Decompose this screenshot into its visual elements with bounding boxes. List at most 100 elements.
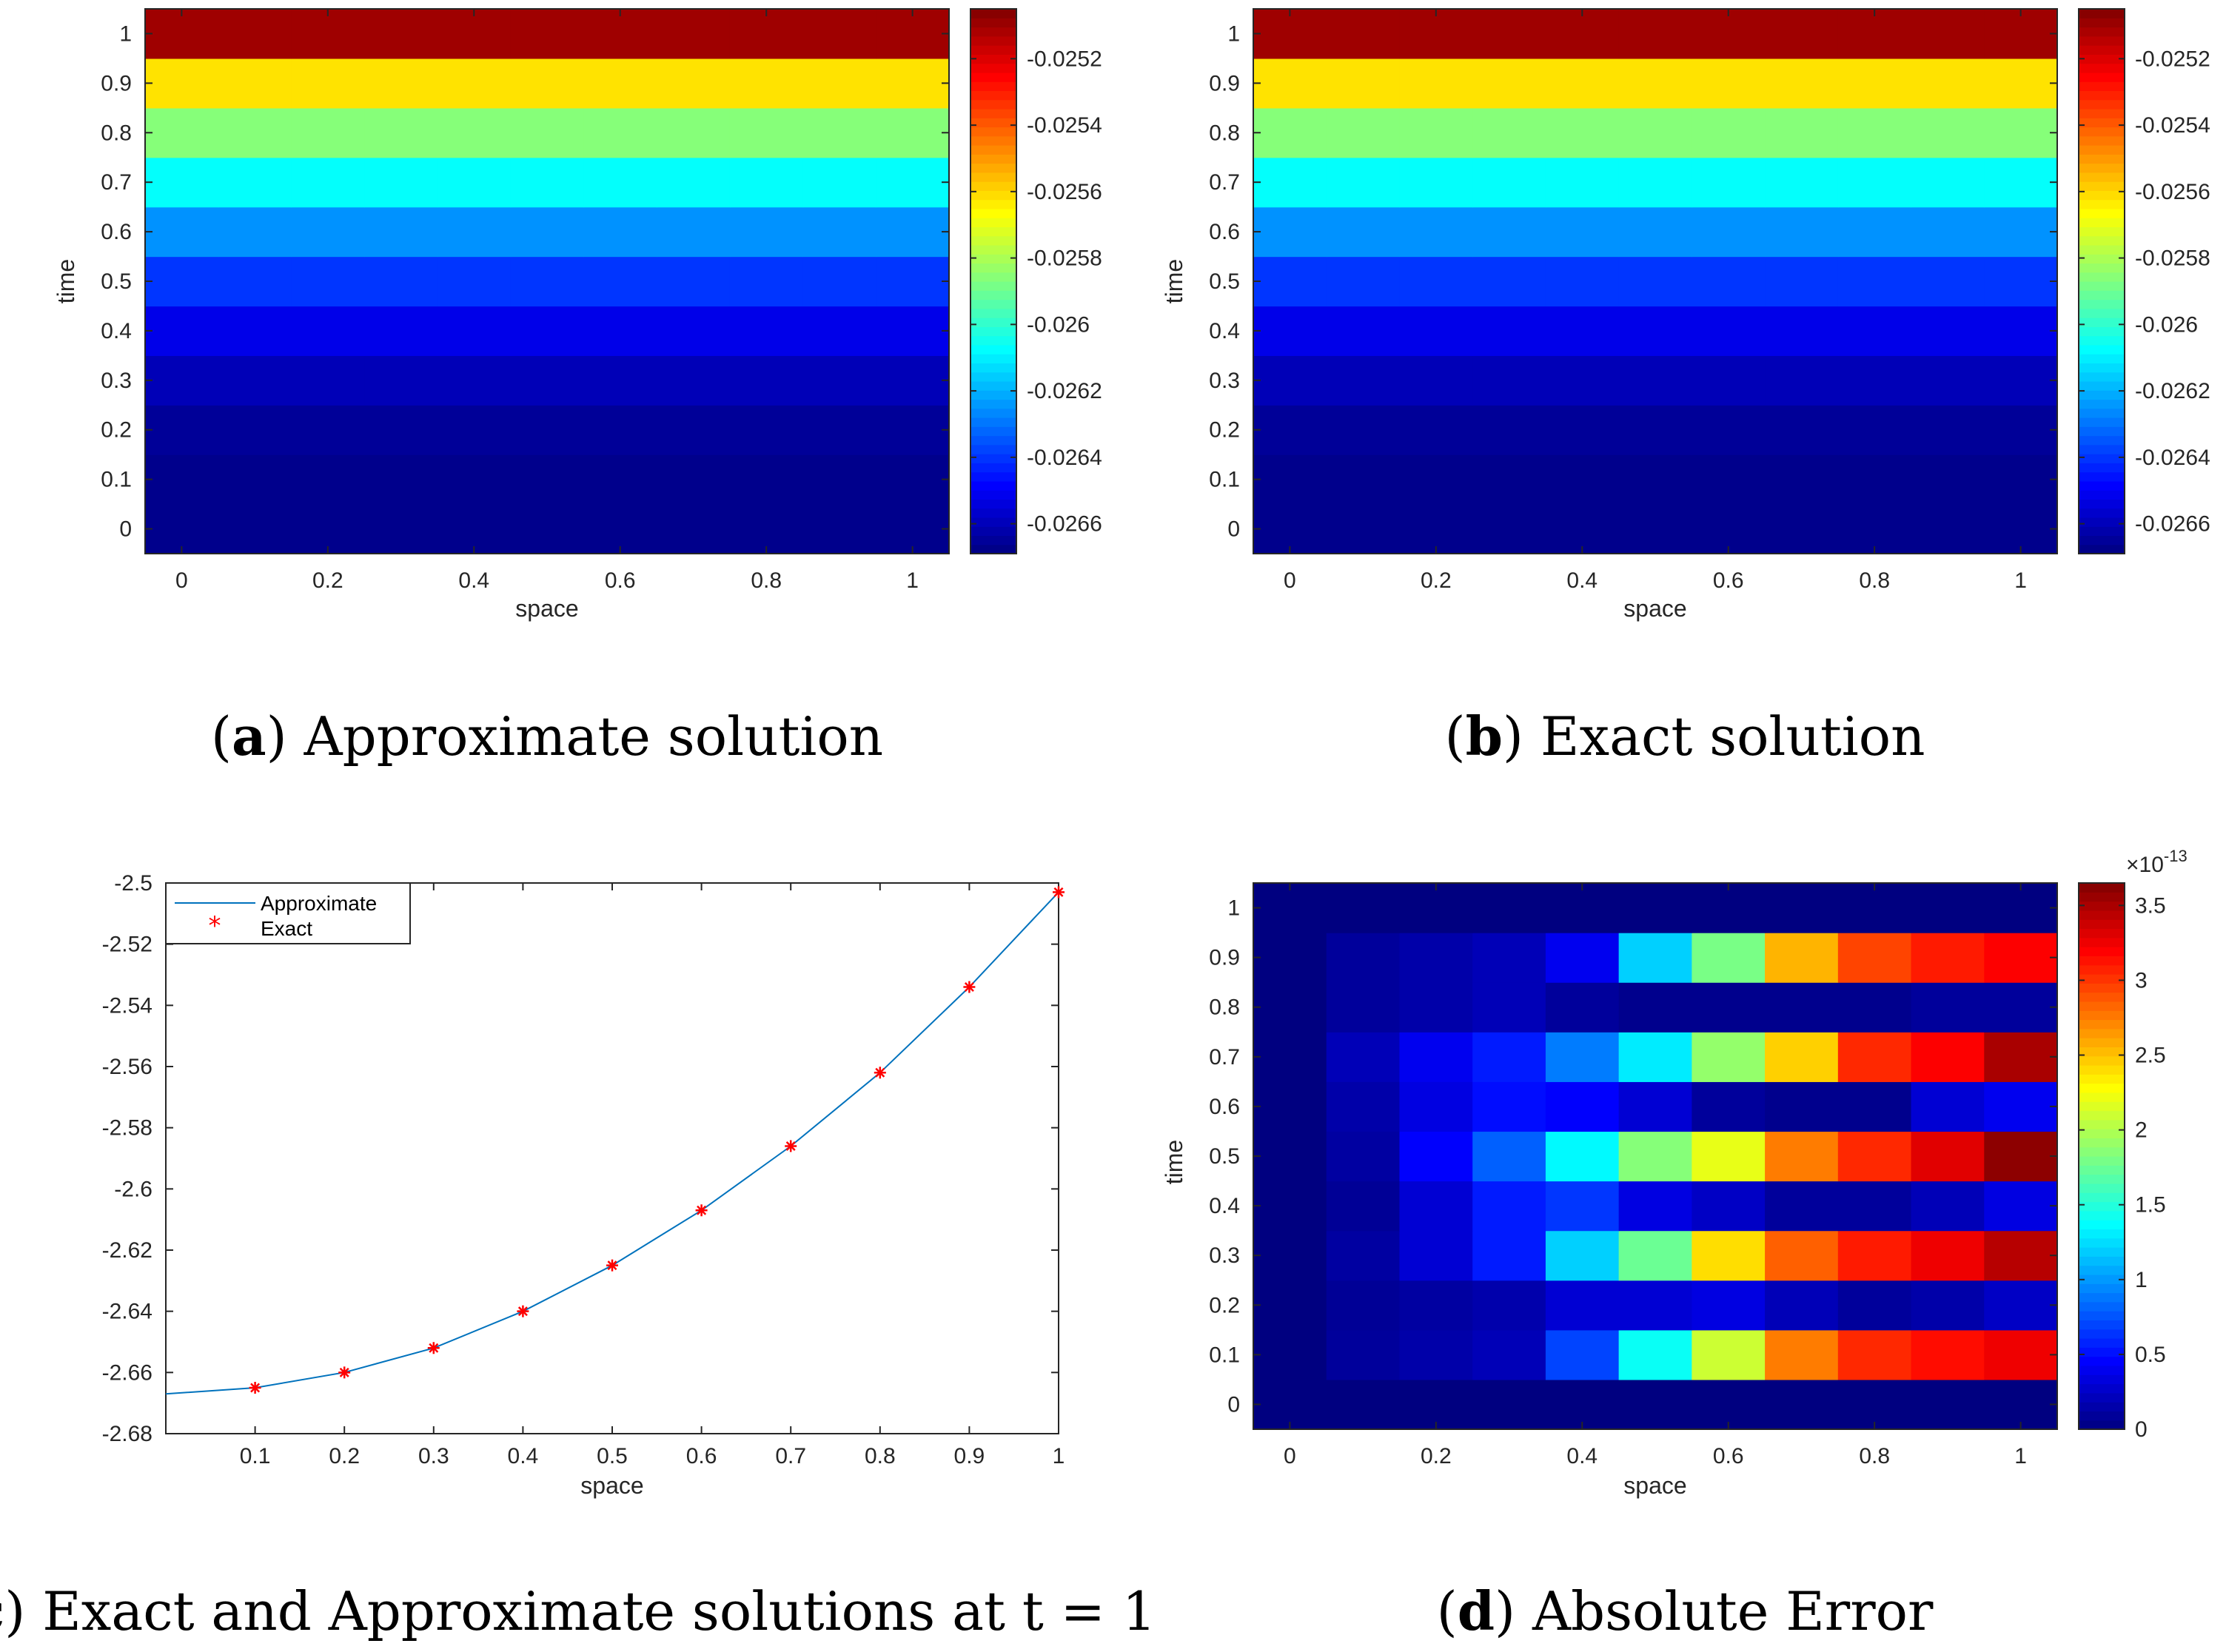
heatmap-cell	[1765, 107, 1839, 158]
y-tick-label: 0	[119, 517, 132, 542]
heatmap-cell	[1911, 454, 1985, 505]
x-tick-label: 0.8	[1859, 1444, 1890, 1468]
y-tick-label: 0.6	[101, 220, 132, 244]
colorbar-segment	[2079, 1374, 2125, 1385]
heatmap-cell	[1399, 1081, 1473, 1132]
heatmap-cell	[657, 157, 731, 208]
colorbar-segment	[2079, 1274, 2125, 1284]
heatmap-cell	[583, 504, 657, 554]
colorbar-tick-label: -0.0258	[1027, 246, 1102, 271]
colorbar-segment	[970, 454, 1016, 463]
colorbar-segment	[2079, 526, 2125, 537]
heatmap-cell	[1326, 454, 1401, 505]
colorbar-segment	[2079, 45, 2125, 55]
colorbar-segment	[2079, 90, 2125, 101]
panel-c-caption: (c) Exact and Approximate solutions at t…	[0, 1579, 1156, 1642]
heatmap-cell	[1326, 1181, 1401, 1232]
colorbar-segment	[2079, 426, 2125, 437]
heatmap-cell	[1765, 933, 1839, 983]
heatmap-cell	[1765, 504, 1839, 554]
y-tick-label: 0.4	[1209, 319, 1240, 343]
heatmap-cell	[437, 107, 512, 158]
colorbar-segment	[970, 54, 1016, 64]
colorbar-tick-label: 0.5	[2135, 1343, 2166, 1367]
heatmap-cell	[1253, 1379, 1327, 1430]
legend-exact-marker: *	[209, 911, 221, 941]
heatmap-cell	[1692, 405, 1766, 455]
colorbar-segment	[970, 199, 1016, 209]
heatmap-cell	[1911, 306, 1985, 356]
colorbar-segment	[970, 408, 1016, 418]
colorbar-segment	[970, 254, 1016, 264]
colorbar-tick-label: 1	[2135, 1268, 2148, 1292]
colorbar-segment	[2079, 1320, 2125, 1330]
heatmap-cell	[437, 405, 512, 455]
heatmap-cell	[1837, 1032, 1912, 1082]
heatmap-cell	[1984, 1032, 2058, 1082]
colorbar-segment	[2079, 399, 2125, 409]
heatmap-cell	[145, 355, 219, 406]
heatmap-cell	[1399, 1131, 1473, 1182]
y-tick-label: 0.9	[1209, 71, 1240, 95]
x-tick-label: 0.6	[1713, 568, 1744, 593]
heatmap-cell	[583, 306, 657, 356]
colorbar-segment	[2079, 1101, 2125, 1112]
heatmap-cell	[1911, 883, 1985, 933]
panel-b-ticks: 0 0.2 0.4 0.6 0.8 1 0 0.1 0.2 0.3 0.4 0.5 0.6 0.7 0.8 0…	[1209, 9, 2057, 593]
colorbar-segment	[2079, 1311, 2125, 1320]
heatmap-cell	[1326, 157, 1401, 208]
heatmap-cell	[1837, 107, 1912, 158]
heatmap-cell	[1911, 1032, 1985, 1082]
heatmap-cell	[1984, 883, 2058, 933]
colorbar-segment	[2079, 354, 2125, 363]
colorbar-segment	[970, 344, 1016, 355]
heatmap-cell	[1837, 504, 1912, 554]
heatmap-cell	[729, 454, 804, 505]
heatmap-cell	[1399, 1230, 1473, 1281]
x-tick-label: 0.7	[775, 1444, 806, 1468]
heatmap-cell	[1618, 206, 1692, 258]
y-tick-label: 0.2	[1209, 1293, 1240, 1317]
heatmap-cell	[1984, 206, 2058, 258]
heatmap-cell	[1911, 1131, 1985, 1182]
colorbar-segment	[970, 226, 1016, 237]
heatmap-cell	[437, 58, 512, 109]
colorbar-segment	[970, 435, 1016, 446]
colorbar-segment	[970, 417, 1016, 427]
heatmap-cell	[1399, 157, 1473, 208]
colorbar-segment	[2079, 81, 2125, 91]
heatmap-cell	[1911, 1280, 1985, 1331]
y-tick-label: 0.9	[1209, 946, 1240, 970]
heatmap-cell	[729, 504, 804, 554]
heatmap-cell	[1399, 454, 1473, 505]
heatmap-cell	[1765, 1081, 1839, 1132]
colorbar-segment	[970, 244, 1016, 255]
heatmap-cell	[218, 58, 292, 109]
y-tick-label: 0.8	[1209, 995, 1240, 1020]
heatmap-cell	[510, 206, 584, 258]
heatmap-cell	[1618, 256, 1692, 307]
heatmap-cell	[1399, 982, 1473, 1032]
heatmap-cell	[291, 405, 365, 455]
heatmap-cell	[1618, 1081, 1692, 1132]
x-tick-label: 1	[1053, 1444, 1065, 1468]
colorbar-segment	[2079, 1210, 2125, 1220]
heatmap-cell	[1545, 504, 1620, 554]
heatmap-cell	[1692, 1032, 1766, 1082]
heatmap-cell	[1399, 58, 1473, 109]
colorbar-segment	[970, 526, 1016, 537]
heatmap-cell	[657, 355, 731, 406]
y-tick-label: 0.1	[101, 468, 132, 492]
y-tick-label: 0.2	[101, 418, 132, 443]
heatmap-cell	[1984, 504, 2058, 554]
heatmap-cell	[802, 157, 876, 208]
colorbar-segment	[2079, 1220, 2125, 1229]
heatmap-cell	[657, 9, 731, 59]
heatmap-cell	[802, 504, 876, 554]
heatmap-cell	[364, 306, 438, 356]
colorbar-segment	[2079, 956, 2125, 966]
heatmap-cell	[510, 405, 584, 455]
heatmap-cell	[1837, 256, 1912, 307]
heatmap-cell	[1472, 9, 1546, 59]
colorbar-tick-label: -0.0252	[1027, 47, 1102, 71]
